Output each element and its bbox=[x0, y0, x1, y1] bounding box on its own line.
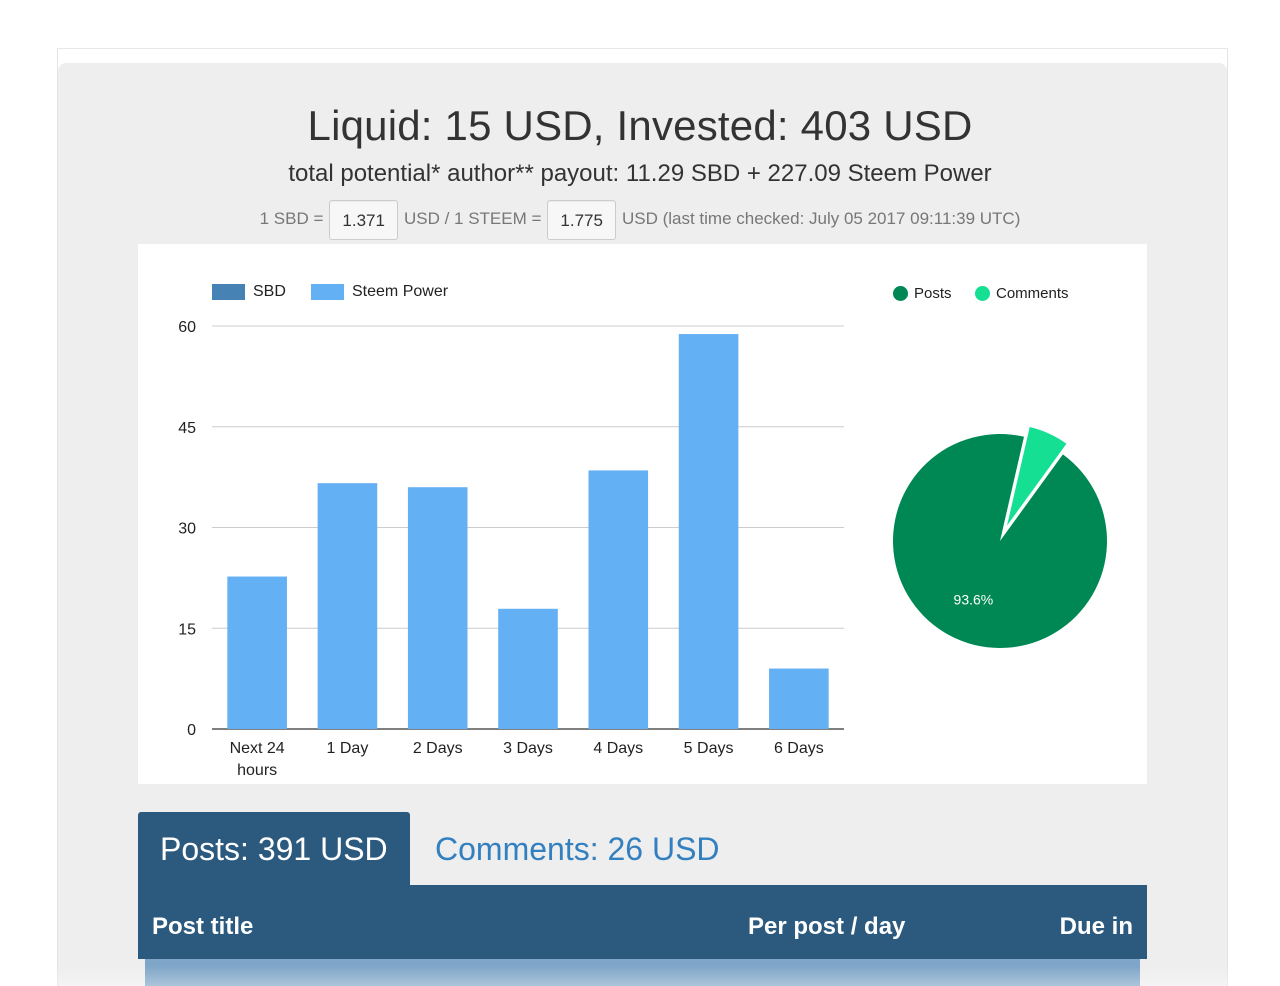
chart-card: SBD Steem Power Posts Comments 0 15 30 45 60… bbox=[138, 244, 1147, 784]
x-tick-label: hours bbox=[237, 762, 277, 779]
legend-label-sbd: SBD bbox=[253, 283, 286, 300]
payout-summary: total potential* author** payout: 11.29 … bbox=[288, 160, 992, 187]
y-tick-label: 30 bbox=[178, 521, 196, 538]
tab-posts[interactable]: Posts: 391 USD bbox=[138, 812, 410, 886]
legend-posts[interactable]: Posts bbox=[893, 285, 952, 302]
sbd-rate-input[interactable]: 1.371 bbox=[329, 200, 398, 240]
top-header-strip bbox=[57, 0, 1228, 49]
y-tick-label: 0 bbox=[187, 722, 196, 739]
y-tick-label: 15 bbox=[178, 621, 196, 638]
column-post-title[interactable]: Post title bbox=[152, 913, 254, 940]
pie-slice-posts bbox=[893, 434, 1107, 648]
steem-rate-input[interactable]: 1.775 bbox=[547, 200, 616, 240]
pie-label-posts: 93.6% bbox=[954, 591, 994, 607]
table-header: Post title Per post / day Due in bbox=[138, 885, 1147, 959]
x-tick-label: 3 Days bbox=[503, 740, 553, 757]
x-tick-label: 1 Day bbox=[327, 740, 369, 757]
x-tick-label: Next 24 bbox=[230, 740, 285, 757]
table-row[interactable] bbox=[145, 959, 1140, 986]
bar-steem-power bbox=[317, 483, 378, 729]
y-tick-label: 45 bbox=[178, 420, 196, 437]
tab-comments[interactable]: Comments: 26 USD bbox=[435, 831, 720, 867]
legend-comments[interactable]: Comments bbox=[975, 285, 1069, 302]
bar-steem-power bbox=[498, 608, 558, 729]
page-frame bbox=[57, 0, 1228, 986]
legend-label-posts: Posts bbox=[914, 285, 952, 302]
bar-steem-power bbox=[227, 576, 287, 729]
bar-steem-power bbox=[769, 668, 829, 729]
x-tick-label: 4 Days bbox=[593, 740, 643, 757]
exchange-rates: 1 SBD = 1.371 USD / 1 STEEM = 1.775 USD … bbox=[0, 198, 1280, 240]
legend-label-comments: Comments bbox=[996, 285, 1069, 302]
bar-chart: 0 15 30 45 60 Next 24 hours 1 Day 2 Days 3 Days 4 … bbox=[178, 319, 1107, 779]
x-tick-label: 6 Days bbox=[774, 740, 824, 757]
last-checked-label: USD (last time checked: July 05 2017 09:… bbox=[621, 209, 1021, 228]
legend-swatch-sbd bbox=[212, 284, 245, 300]
column-per-post-day[interactable]: Per post / day bbox=[748, 913, 906, 940]
legend-steem-power[interactable]: Steem Power bbox=[311, 283, 448, 301]
x-tick-label: 2 Days bbox=[413, 740, 463, 757]
tab-bar: Posts: 391 USD Comments: 26 USD bbox=[138, 812, 1147, 886]
sbd-rate-label: 1 SBD = bbox=[259, 209, 324, 228]
legend-swatch-comments bbox=[975, 286, 990, 301]
page-title: Liquid: 15 USD, Invested: 403 USD bbox=[307, 102, 973, 149]
legend-swatch-steem-power bbox=[311, 284, 344, 300]
legend-sbd[interactable]: SBD bbox=[212, 283, 286, 301]
legend-label-steem-power: Steem Power bbox=[352, 283, 449, 300]
y-tick-label: 60 bbox=[178, 319, 196, 336]
bar-steem-power bbox=[678, 334, 739, 729]
steem-rate-label: USD / 1 STEEM = bbox=[403, 209, 542, 228]
pie-slice-comments bbox=[1003, 424, 1070, 531]
column-due-in[interactable]: Due in bbox=[1059, 913, 1133, 940]
x-tick-label: 5 Days bbox=[684, 740, 734, 757]
bar-steem-power bbox=[588, 470, 649, 729]
legend-swatch-posts bbox=[893, 286, 908, 301]
bar-steem-power bbox=[407, 487, 468, 729]
